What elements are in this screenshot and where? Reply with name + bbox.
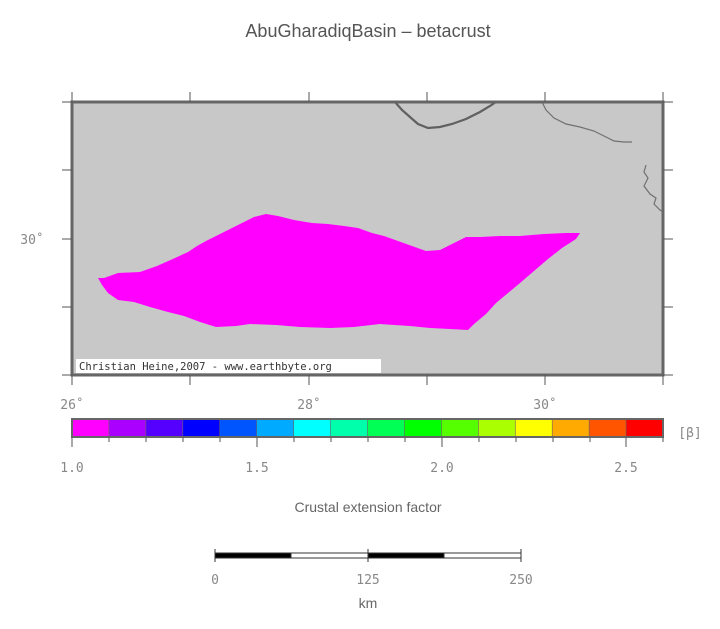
colorbar-swatch	[404, 418, 442, 438]
coastline	[394, 101, 497, 130]
scale-unit: km	[359, 595, 378, 611]
colorbar-swatch	[441, 418, 479, 438]
scale-segment-4	[443, 552, 522, 559]
colorbar: [β] 1.0 1.5 2.0 2.5 Crustal extension fa…	[60, 418, 702, 515]
colorbar-swatch	[588, 418, 627, 438]
colorbar-swatch	[182, 418, 221, 438]
colorbar-unit: [β]	[678, 426, 701, 441]
colorbar-swatches	[71, 418, 664, 438]
colorbar-swatch	[551, 418, 590, 438]
scale-segment-2	[290, 552, 369, 559]
river-line	[643, 164, 664, 213]
colorbar-swatch	[367, 418, 406, 438]
scale-segment-1	[214, 552, 292, 559]
colorbar-swatch	[256, 418, 295, 438]
frame-ticks	[62, 92, 673, 385]
lon-label-28: 28˚	[297, 397, 320, 413]
scale-label-250: 250	[509, 573, 532, 588]
colorbar-swatch	[219, 418, 258, 438]
credit-text: Christian Heine,2007 - www.earthbyte.org	[79, 361, 332, 373]
map-title: AbuGharadiqBasin – betacrust	[245, 21, 490, 41]
scale-bar: 0 125 250 km	[211, 549, 533, 611]
lat-label-30: 30˚	[20, 232, 43, 248]
colorbar-swatch	[514, 418, 553, 438]
colorbar-swatch	[330, 418, 369, 438]
colorbar-ticks	[71, 437, 664, 447]
border-line	[541, 101, 632, 143]
scale-label-125: 125	[356, 573, 379, 588]
colorbar-label-2.0: 2.0	[430, 461, 453, 476]
colorbar-label-1.0: 1.0	[60, 461, 83, 476]
colorbar-swatch	[625, 418, 664, 438]
colorbar-caption: Crustal extension factor	[294, 499, 441, 515]
colorbar-swatch	[108, 418, 147, 438]
scale-label-0: 0	[211, 573, 219, 588]
colorbar-swatch	[71, 418, 110, 438]
colorbar-label-2.5: 2.5	[614, 461, 637, 476]
basin-polygon	[98, 214, 580, 330]
lon-label-30: 30˚	[533, 397, 556, 413]
colorbar-swatch	[293, 418, 332, 438]
map-panel: Christian Heine,2007 - www.earthbyte.org	[20, 92, 673, 413]
scale-segment-3	[367, 552, 445, 559]
credit-box	[76, 359, 381, 373]
colorbar-swatch	[145, 418, 184, 438]
lon-label-26: 26˚	[60, 397, 83, 413]
colorbar-label-1.5: 1.5	[245, 461, 268, 476]
colorbar-swatch	[478, 418, 516, 438]
